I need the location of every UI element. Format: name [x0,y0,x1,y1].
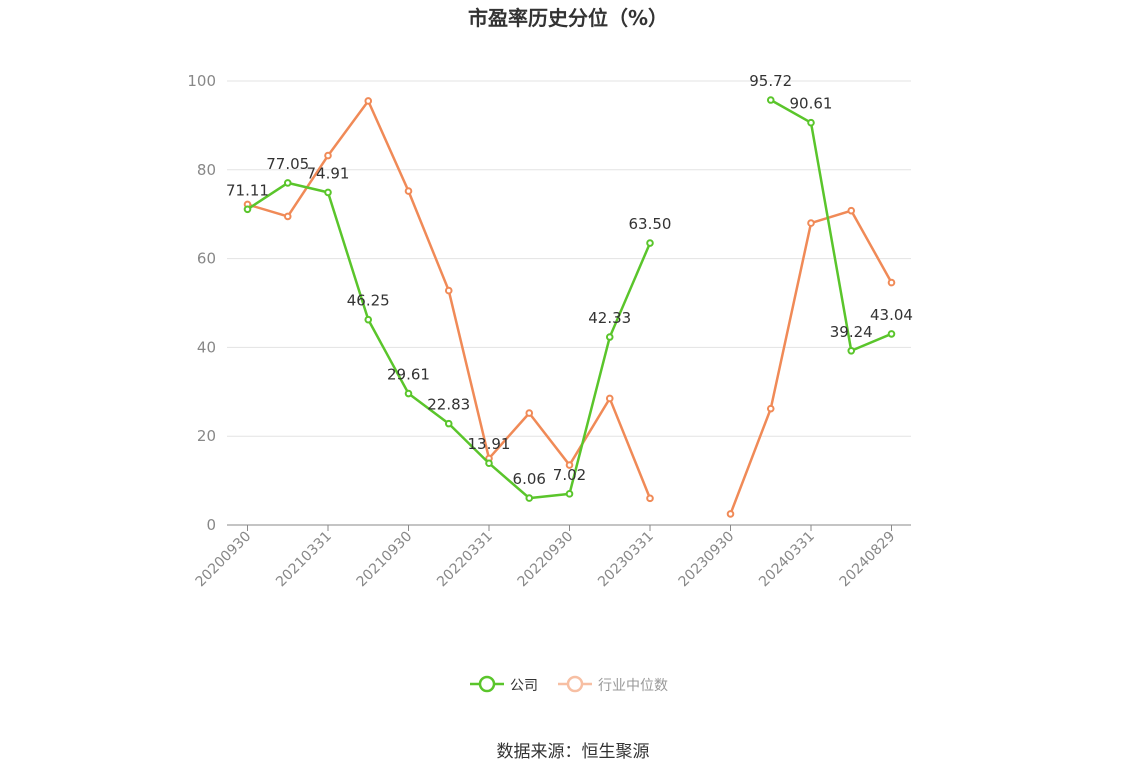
data-point[interactable] [364,97,373,105]
data-point[interactable] [726,510,735,518]
x-tick-label: 20200930 [193,529,255,591]
y-tick-label: 40 [197,338,216,356]
data-point[interactable] [605,333,614,341]
y-tick-label: 0 [206,516,216,534]
series-line [770,98,892,353]
legend-label: 行业中位数 [598,678,668,694]
x-tick-label: 20220331 [434,529,496,591]
data-point[interactable] [887,278,896,287]
legend[interactable]: 公司 行业中位数 [470,675,668,694]
data-point[interactable] [766,96,775,104]
series-line [729,209,893,515]
data-point[interactable] [404,187,413,195]
data-point[interactable] [283,212,292,221]
data-label: 7.02 [553,466,586,484]
x-axis: 20200930 20210331 20210930 20220331 20220930… [193,524,911,591]
data-point[interactable] [404,389,413,398]
data-label: 6.06 [513,470,546,488]
data-point[interactable] [485,459,493,468]
legend-item-company[interactable]: 公司 [470,675,538,694]
x-tick-label: 20240829 [837,529,899,591]
data-label: 29.61 [387,366,430,384]
y-tick-label: 100 [187,72,216,90]
chart-title: 市盈率历史分位（%） [468,6,668,30]
x-tick-label: 20240331 [756,529,818,591]
data-label: 95.72 [749,72,792,90]
grid-lines [227,80,911,437]
data-point[interactable] [565,461,574,469]
y-tick-label: 60 [197,250,216,268]
data-label: 63.50 [629,215,672,233]
legend-item-industry-median[interactable]: 行业中位数 [558,675,668,694]
data-point[interactable] [646,239,654,247]
y-tick-label: 80 [197,161,216,179]
x-tick-label: 20210930 [354,529,416,591]
series-industry-median [243,97,896,518]
data-point[interactable] [605,394,614,403]
data-label: 43.04 [870,306,913,324]
data-point[interactable] [324,188,332,197]
legend-label: 公司 [510,678,538,694]
data-point[interactable] [847,206,856,215]
data-point[interactable] [807,118,815,127]
source-note: 数据来源：恒生聚源 [497,742,650,762]
legend-marker [478,675,496,693]
data-point[interactable] [324,151,332,160]
data-point[interactable] [444,286,453,295]
series-layer [243,96,896,518]
data-point[interactable] [525,494,534,502]
data-point[interactable] [283,179,292,187]
data-label: 46.25 [347,292,390,310]
series-line [246,181,652,500]
x-tick-label: 20230930 [676,529,738,591]
series-company [243,96,896,502]
data-point[interactable] [766,404,775,413]
x-tick-label: 20220930 [515,529,577,591]
data-label: 74.91 [307,164,350,182]
x-tick-label: 20230331 [595,529,657,591]
data-point[interactable] [847,346,856,355]
data-point[interactable] [646,494,654,503]
y-tick-label: 20 [197,427,216,445]
data-point[interactable] [444,419,453,428]
data-label: 42.33 [588,309,631,327]
x-tick-label: 20210331 [273,529,335,591]
data-label: 71.11 [226,181,269,199]
data-label: 77.05 [266,155,309,173]
data-point[interactable] [243,205,252,214]
data-point[interactable] [807,219,815,227]
legend-marker [566,675,584,693]
data-point[interactable] [887,330,896,338]
data-label: 22.83 [427,396,470,414]
data-label: 13.91 [468,435,511,453]
data-point[interactable] [565,490,574,498]
data-label: 39.24 [830,323,873,341]
y-axis: 0 20 40 60 80 100 [187,72,216,534]
data-label: 90.61 [790,95,833,113]
data-point[interactable] [525,409,534,417]
data-point[interactable] [364,315,373,324]
